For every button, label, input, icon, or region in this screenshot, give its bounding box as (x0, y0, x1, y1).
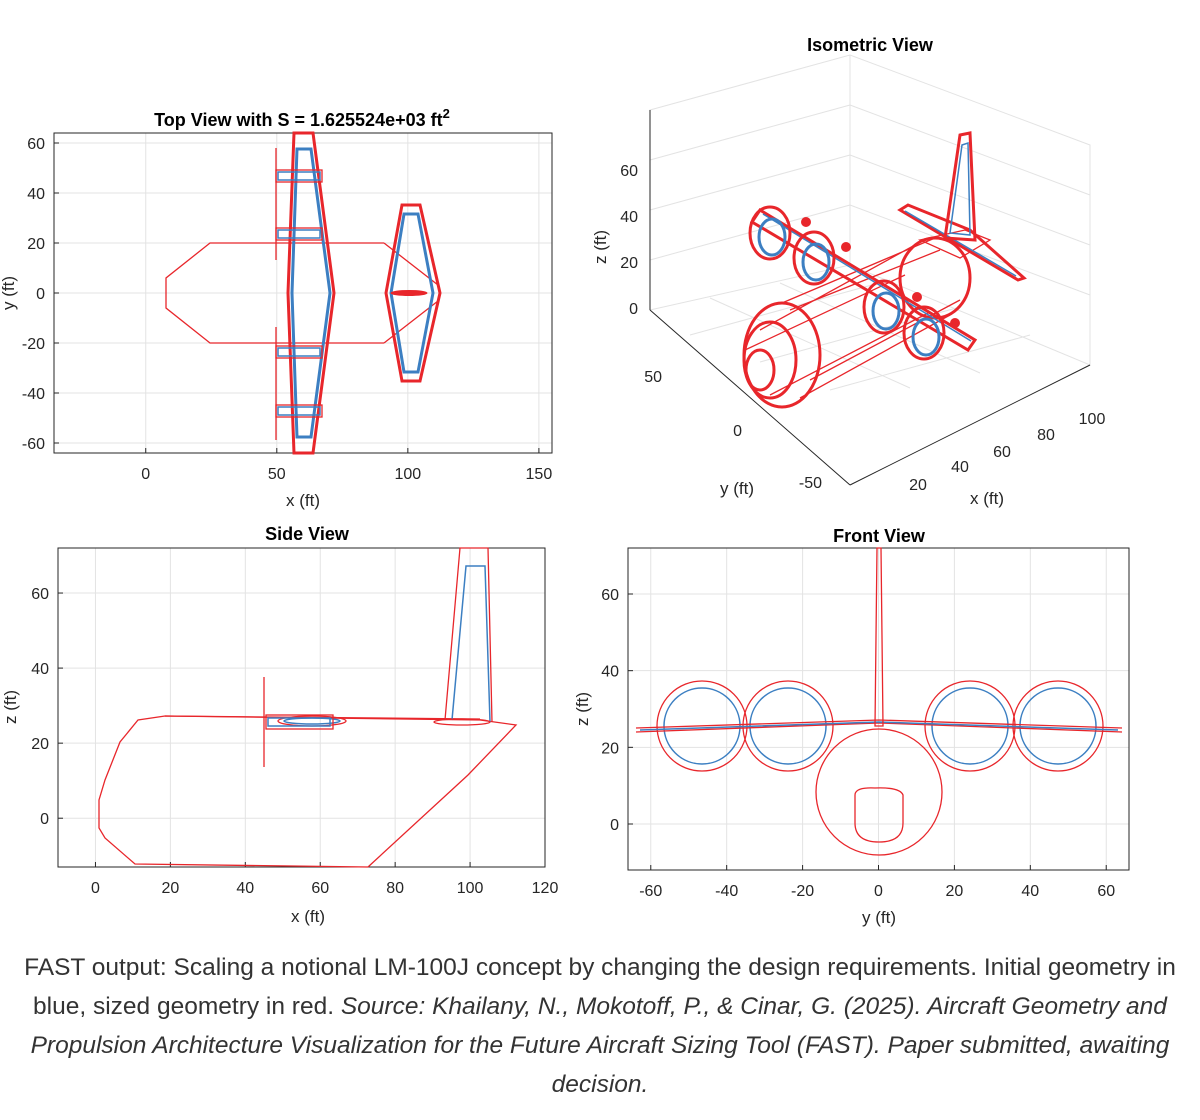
iso-xtick: 40 (951, 459, 969, 476)
front-view-ytick-label: 40 (601, 664, 619, 681)
front-geometry (635, 547, 1123, 856)
iso-ytick: 0 (733, 423, 742, 440)
front-view-panel: Front View -60 -40 -20 0 20 40 60 60 40 20 0 y (ft… (573, 526, 1130, 927)
top-view-ylabel: y (ft) (0, 276, 18, 310)
iso-engines (748, 205, 960, 361)
iso-ytick: 50 (644, 369, 662, 386)
iso-xtick: 100 (1079, 411, 1106, 428)
iso-fuselage (742, 229, 992, 409)
iso-vtail-initial (949, 141, 971, 236)
side-view-title: Side View (265, 524, 350, 544)
top-view-xtick-label: 0 (141, 466, 150, 483)
iso-ztick: 0 (629, 301, 638, 318)
iso-main-wing-initial (762, 213, 972, 342)
side-view-xtick-label: 0 (91, 880, 100, 897)
side-nacelle-sized (265, 714, 334, 730)
side-nacelle-initial (267, 717, 331, 727)
top-view-ytick-label: 60 (27, 136, 45, 153)
front-wing-sized (635, 719, 1123, 729)
side-vtail-sized (444, 547, 493, 723)
front-view-ytick-label: 20 (601, 740, 619, 757)
front-view-ytick-label: 60 (601, 587, 619, 604)
iso-tick-labels: 60 40 20 0 50 0 -50 20 40 60 80 100 (620, 163, 1105, 494)
side-view-xtick-label: 20 (161, 880, 179, 897)
iso-xtick: 20 (909, 477, 927, 494)
front-view-xtick-label: -40 (715, 883, 738, 900)
iso-htail-initial (904, 210, 1017, 277)
top-view-ytick-label: 40 (27, 186, 45, 203)
front-view-xtick-label: -60 (639, 883, 662, 900)
side-geometry (98, 547, 518, 868)
top-view-xlabel: x (ft) (286, 491, 320, 510)
front-wing-initial (639, 721, 1119, 731)
side-view-xtick-label: 40 (236, 880, 254, 897)
front-view-ytick-label: 0 (610, 817, 619, 834)
iso-ztick: 40 (620, 209, 638, 226)
caption-main: FAST output: Scaling a notional LM-100J … (24, 954, 1176, 1020)
isometric-view-panel: Isometric View 60 40 20 0 50 0 (591, 35, 1105, 508)
iso-xlabel: x (ft) (970, 489, 1004, 508)
caption-source: Source: Khailany, N., Mokotoff, P., & Ci… (30, 993, 1170, 1098)
top-view-panel: Top View with S = 1.625524e+03 ft2 0 50 10… (0, 106, 553, 510)
front-fuselage-inner (854, 787, 904, 843)
side-view-ytick-label: 60 (31, 586, 49, 603)
front-view-xtick-label: -20 (791, 883, 814, 900)
side-view-ytick-label: 20 (31, 736, 49, 753)
side-fuselage (98, 715, 518, 868)
top-fuselage (165, 242, 384, 344)
top-view-title: Top View with S = 1.625524e+03 ft2 (154, 106, 450, 130)
front-view-title: Front View (833, 526, 926, 546)
top-main-wing-sized (286, 131, 336, 455)
front-view-xlabel: y (ft) (862, 908, 896, 927)
front-vtail (874, 547, 884, 727)
side-view-axes-box (57, 547, 546, 868)
side-view-xlabel: x (ft) (291, 907, 325, 926)
iso-ytick: -50 (799, 475, 822, 492)
top-view-ytick-label: -20 (22, 336, 45, 353)
front-view-xtick-label: 20 (946, 883, 964, 900)
side-view-xtick-label: 60 (311, 880, 329, 897)
top-view-ytick-label: 0 (36, 286, 45, 303)
iso-geometry (742, 131, 1027, 409)
front-view-xtick-label: 0 (874, 883, 883, 900)
side-vtail-initial (451, 565, 491, 723)
side-view-xtick-label: 120 (532, 880, 559, 897)
front-wing-sized-lower (635, 722, 1123, 733)
iso-view-title: Isometric View (807, 35, 934, 55)
iso-ztick: 20 (620, 255, 638, 272)
side-view-xtick-label: 100 (457, 880, 484, 897)
top-vtail-section (390, 290, 428, 296)
iso-ylabel: y (ft) (720, 479, 754, 498)
top-view-ytick-label: -60 (22, 436, 45, 453)
top-view-xtick-label: 100 (394, 466, 421, 483)
iso-vtail (943, 131, 977, 242)
side-view-ytick-label: 0 (40, 811, 49, 828)
iso-xtick: 80 (1037, 427, 1055, 444)
top-view-ytick-label: 20 (27, 236, 45, 253)
top-view-ytick-label: -40 (22, 386, 45, 403)
iso-ztick: 60 (620, 163, 638, 180)
iso-xtick: 60 (993, 444, 1011, 461)
figure-caption: FAST output: Scaling a notional LM-100J … (0, 948, 1200, 1104)
iso-zlabel: z (ft) (591, 230, 610, 264)
top-main-wing-initial (290, 147, 332, 439)
figure: Top View with S = 1.625524e+03 ft2 0 50 10… (0, 35, 1130, 927)
side-view-xtick-label: 80 (386, 880, 404, 897)
top-view-xtick-label: 150 (526, 466, 553, 483)
front-view-xtick-label: 60 (1097, 883, 1115, 900)
front-view-ylabel: z (ft) (573, 692, 592, 726)
iso-htail (897, 203, 1027, 282)
top-view-geometry (165, 131, 442, 455)
top-view-xtick-label: 50 (268, 466, 286, 483)
front-fuselage-outer (815, 728, 943, 856)
front-view-xtick-label: 40 (1021, 883, 1039, 900)
side-view-ylabel: z (ft) (1, 690, 20, 724)
side-view-ytick-label: 40 (31, 661, 49, 678)
top-nacelles (275, 148, 323, 440)
top-htail-sized (384, 203, 442, 383)
